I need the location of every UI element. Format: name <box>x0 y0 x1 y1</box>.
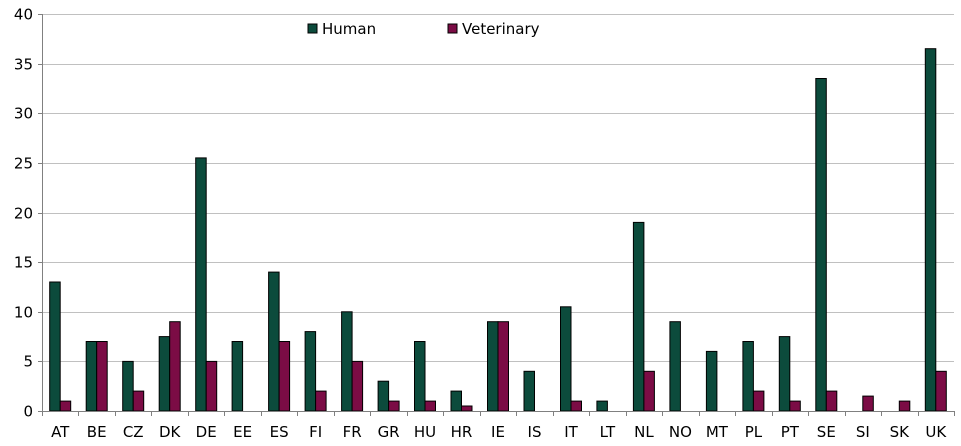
x-tick-label: LT <box>600 423 616 441</box>
x-tick-label: IT <box>564 423 578 441</box>
bar-veterinary-fr <box>351 360 364 412</box>
bar-human-fr <box>341 311 353 412</box>
x-tick-label: SE <box>817 423 836 441</box>
x-tick-label: SK <box>890 423 911 441</box>
x-tick-label: NO <box>669 423 692 441</box>
x-tick-label: PT <box>781 423 800 441</box>
bar-human-ie <box>487 321 499 412</box>
bar-human-lt <box>596 400 608 412</box>
x-tick-label: ES <box>270 423 289 441</box>
bar-veterinary-fi <box>315 390 327 412</box>
x-axis-ticks: AT BE CZ DK DE EE ES FI FR GR HU HR IE IS IT LT NL NO MT PL… <box>42 411 955 441</box>
bar-veterinary-at <box>59 400 72 412</box>
bar-veterinary-si <box>862 395 874 412</box>
bar-veterinary-nl <box>643 370 655 412</box>
bar-veterinary-ie <box>497 321 509 412</box>
bar-veterinary-it <box>570 400 582 412</box>
y-tick-label: 0 <box>23 403 33 421</box>
bar-veterinary-es <box>278 341 291 412</box>
bar-veterinary-hr <box>461 405 473 412</box>
x-tick-label: AT <box>51 423 70 441</box>
bar-human-be <box>85 341 98 412</box>
x-tick-label: SI <box>856 423 870 441</box>
bar-human-uk <box>924 48 937 412</box>
bar-veterinary-pl <box>752 390 765 412</box>
x-tick-label: IE <box>491 423 505 441</box>
legend-swatch-human <box>307 23 318 34</box>
y-tick-label: 35 <box>14 56 33 74</box>
gridlines <box>42 14 954 362</box>
bar-human-no <box>669 321 681 412</box>
x-tick-label: DK <box>159 423 182 441</box>
x-tick-label: IS <box>528 423 542 441</box>
x-tick-label: GR <box>378 423 400 441</box>
x-tick-label: EE <box>233 423 252 441</box>
bar-veterinary-be <box>96 341 108 412</box>
y-tick-label: 10 <box>14 304 33 322</box>
x-tick-label: PL <box>745 423 763 441</box>
bar-veterinary-gr <box>388 400 400 412</box>
bar-human-hr <box>450 390 462 412</box>
x-tick-label: FI <box>309 423 322 441</box>
x-tick-label: NL <box>634 423 654 441</box>
y-tick-label: 40 <box>14 6 33 24</box>
bar-human-ee <box>231 341 244 412</box>
y-tick-label: 20 <box>14 205 33 223</box>
x-tick-label: HU <box>414 423 436 441</box>
legend-swatch-veterinary <box>447 23 458 34</box>
bar-human-de <box>195 157 207 412</box>
bar-human-nl <box>632 221 645 412</box>
bar-human-mt <box>705 350 718 412</box>
axes <box>42 14 954 412</box>
bar-veterinary-pt <box>789 400 801 412</box>
x-tick-label: MT <box>706 423 729 441</box>
bar-human-fi <box>304 331 317 412</box>
bar-human-pt <box>778 336 791 412</box>
bar-veterinary-se <box>825 390 838 412</box>
legend: Human Veterinary <box>307 20 540 38</box>
x-tick-label: UK <box>925 423 947 441</box>
bar-human-es <box>268 271 280 412</box>
bar-veterinary-dk <box>169 321 181 412</box>
bar-veterinary-uk <box>935 370 947 412</box>
bar-veterinary-hu <box>424 400 436 412</box>
x-tick-label: FR <box>343 423 362 441</box>
x-tick-label: CZ <box>123 423 144 441</box>
x-tick-label: DE <box>196 423 217 441</box>
bar-human-at <box>49 281 61 412</box>
x-tick-label: HR <box>451 423 473 441</box>
y-tick-label: 30 <box>14 105 33 123</box>
bar-human-gr <box>377 380 390 412</box>
bar-human-it <box>560 306 572 412</box>
bar-human-pl <box>742 341 754 412</box>
x-tick-label: BE <box>87 423 107 441</box>
legend-label-veterinary: Veterinary <box>462 20 540 38</box>
bar-human-se <box>815 78 827 412</box>
bar-veterinary-de <box>205 360 218 412</box>
legend-label-human: Human <box>322 20 376 38</box>
bar-human-cz <box>122 360 134 412</box>
bars <box>49 48 947 412</box>
bar-veterinary-cz <box>132 390 145 412</box>
y-tick-label: 5 <box>23 353 33 371</box>
bar-veterinary-sk <box>898 400 911 412</box>
y-axis-ticks: 0 5 10 15 20 25 30 35 40 <box>14 6 42 421</box>
bar-human-is <box>523 370 535 412</box>
y-tick-label: 15 <box>14 254 33 272</box>
bar-human-hu <box>414 341 426 412</box>
y-tick-label: 25 <box>14 155 33 173</box>
bar-human-dk <box>158 336 171 412</box>
